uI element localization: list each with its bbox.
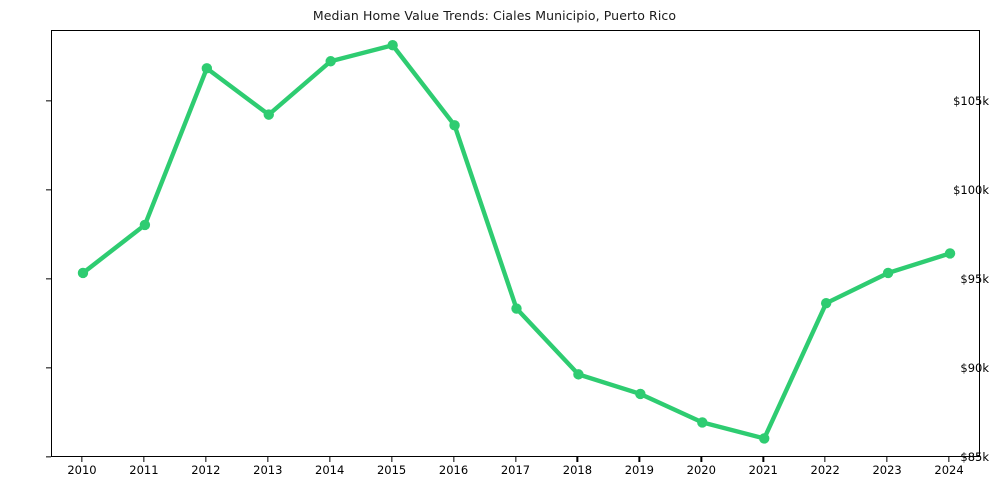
- x-axis-tick-label-2021: 2021: [748, 463, 778, 477]
- data-point-2024: [944, 248, 956, 259]
- plot-area: [51, 30, 980, 457]
- data-point-2013: [263, 109, 274, 120]
- data-point-2010: [77, 267, 89, 279]
- x-axis-tick-label-2017: 2017: [500, 463, 531, 477]
- data-point-2012: [201, 63, 213, 74]
- data-point-2015: [387, 40, 398, 51]
- line-chart-svg: [77, 40, 956, 444]
- x-axis-tick-label-2010: 2010: [67, 463, 97, 477]
- data-point-2018: [573, 369, 584, 380]
- x-axis-tick-label-2012: 2012: [191, 463, 221, 477]
- data-point-2021: [759, 433, 770, 444]
- x-axis-tick-label-2016: 2016: [438, 463, 469, 477]
- x-axis-tick-label-2019: 2019: [624, 463, 654, 477]
- x-axis-tick-label-2011: 2011: [129, 463, 159, 477]
- data-point-2022: [820, 298, 832, 309]
- data-point-2023: [882, 267, 894, 279]
- data-point-2020: [697, 417, 708, 428]
- x-axis-tick-label-2024: 2024: [934, 463, 964, 477]
- data-point-2014: [325, 56, 336, 67]
- chart-title: Median Home Value Trends: Ciales Municip…: [312, 8, 677, 23]
- data-line-median-home-value: [80, 43, 953, 441]
- data-point-2016: [449, 120, 460, 131]
- x-axis-tick-label-2015: 2015: [376, 463, 407, 477]
- x-axis-tick-label-2014: 2014: [315, 463, 345, 477]
- data-point-markers: [77, 40, 956, 444]
- data-point-2017: [511, 303, 522, 314]
- x-axis-tick-label-2013: 2013: [253, 463, 283, 477]
- x-axis-tick-label-2020: 2020: [686, 463, 716, 477]
- data-point-2011: [139, 219, 151, 231]
- x-axis-tick-label-2018: 2018: [562, 463, 593, 477]
- x-axis-tick-label-2023: 2023: [872, 463, 902, 477]
- data-point-2019: [635, 388, 646, 400]
- x-axis-tick-label-2022: 2022: [810, 463, 840, 477]
